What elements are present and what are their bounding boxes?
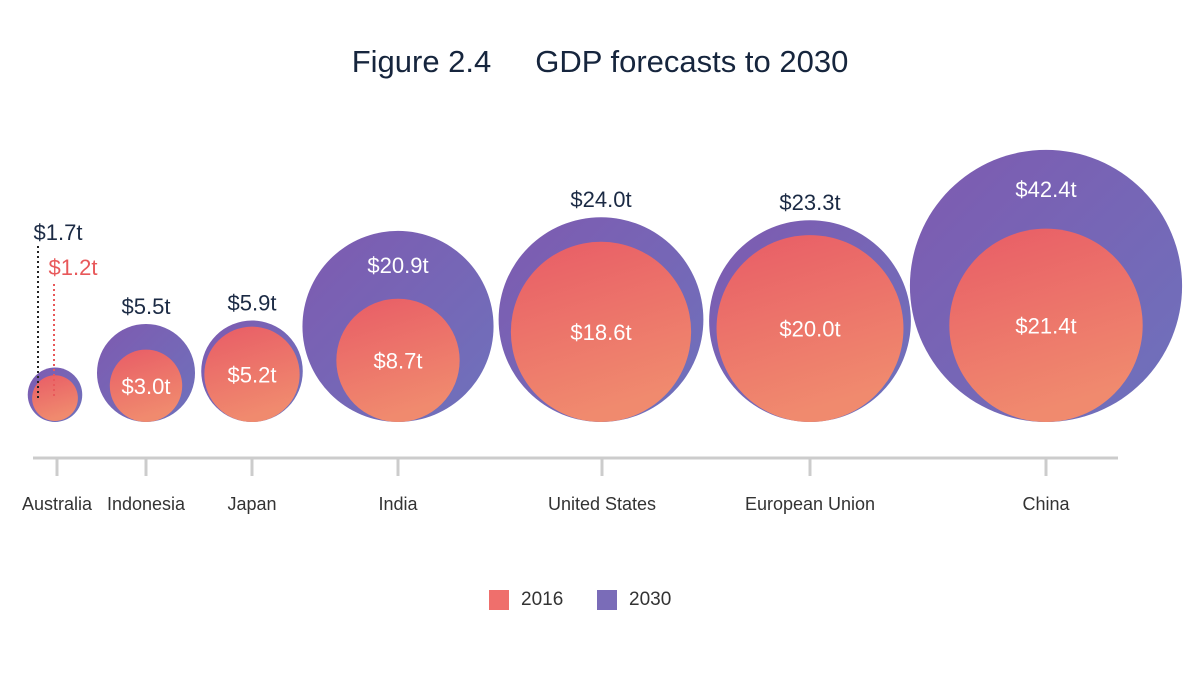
legend-swatch-2016 [489,590,509,610]
legend-label-2030: 2030 [629,589,672,610]
label-2030-united-states: $24.0t [570,187,631,212]
bubble-2016-australia [32,375,78,421]
label-2030-japan: $5.9t [228,290,277,315]
x-tick-label-united-states: United States [548,494,656,514]
x-tick-label-indonesia: Indonesia [107,494,186,514]
chart-title: Figure 2.4 GDP forecasts to 2030 [0,44,1200,80]
label-2030-china: $42.4t [1015,177,1076,202]
x-tick-label-india: India [378,494,418,514]
label-2030-indonesia: $5.5t [122,294,171,319]
legend-label-2016: 2016 [521,589,564,610]
label-2030-australia: $1.7t [34,220,83,245]
bubble-2016-united-states [510,241,692,422]
label-2030-european-union: $23.3t [779,190,840,215]
label-2016-united-states: $18.6t [570,320,631,345]
bubble-chart: $1.7t $1.2t $5.5t $3.0t $5.9t $5.2t $20.9t $8.7… [22,149,1183,514]
x-tick-label-china: China [1022,494,1070,514]
title-text: GDP forecasts to 2030 [535,44,849,79]
label-2016-australia: $1.2t [49,255,98,280]
x-tick-label-japan: Japan [227,494,276,514]
bubble-2016-japan [204,326,300,422]
legend: 2016 2030 [0,588,1200,612]
label-2016-european-union: $20.0t [779,317,840,342]
legend-item-2016: 2016 [489,588,563,612]
x-tick-label-european-union: European Union [745,494,875,514]
figure-number: Figure 2.4 [351,44,492,79]
legend-item-2030: 2030 [597,588,671,612]
bubble-2016-india [336,298,460,422]
legend-swatch-2030 [597,590,617,610]
label-2016-china: $21.4t [1015,313,1076,338]
label-2030-india: $20.9t [367,253,428,278]
label-2016-indonesia: $3.0t [122,374,171,399]
bubble-2016-china [949,228,1143,422]
label-2016-japan: $5.2t [228,362,277,387]
x-tick-label-australia: Australia [22,494,93,514]
bubble-2016-indonesia [109,349,183,422]
label-2016-india: $8.7t [374,348,423,373]
bubble-2016-european-union [716,235,904,422]
